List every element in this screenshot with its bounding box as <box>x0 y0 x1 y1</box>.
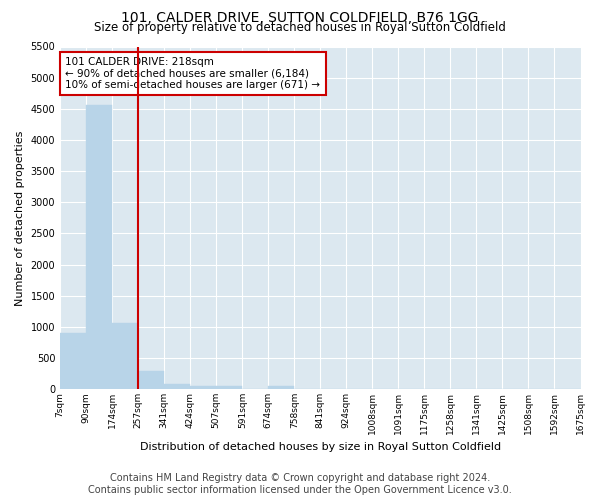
Bar <box>60 333 86 390</box>
Bar <box>112 323 138 390</box>
Bar <box>268 386 295 390</box>
Text: Contains HM Land Registry data © Crown copyright and database right 2024.
Contai: Contains HM Land Registry data © Crown c… <box>88 474 512 495</box>
Y-axis label: Number of detached properties: Number of detached properties <box>15 130 25 306</box>
Text: Size of property relative to detached houses in Royal Sutton Coldfield: Size of property relative to detached ho… <box>94 22 506 35</box>
Text: 101, CALDER DRIVE, SUTTON COLDFIELD, B76 1GG: 101, CALDER DRIVE, SUTTON COLDFIELD, B76… <box>121 11 479 25</box>
Text: 101 CALDER DRIVE: 218sqm
← 90% of detached houses are smaller (6,184)
10% of sem: 101 CALDER DRIVE: 218sqm ← 90% of detach… <box>65 57 320 90</box>
Bar <box>138 370 164 390</box>
Bar <box>190 386 216 390</box>
Bar <box>86 105 112 390</box>
Bar <box>164 384 190 390</box>
Bar <box>216 386 242 390</box>
X-axis label: Distribution of detached houses by size in Royal Sutton Coldfield: Distribution of detached houses by size … <box>140 442 501 452</box>
